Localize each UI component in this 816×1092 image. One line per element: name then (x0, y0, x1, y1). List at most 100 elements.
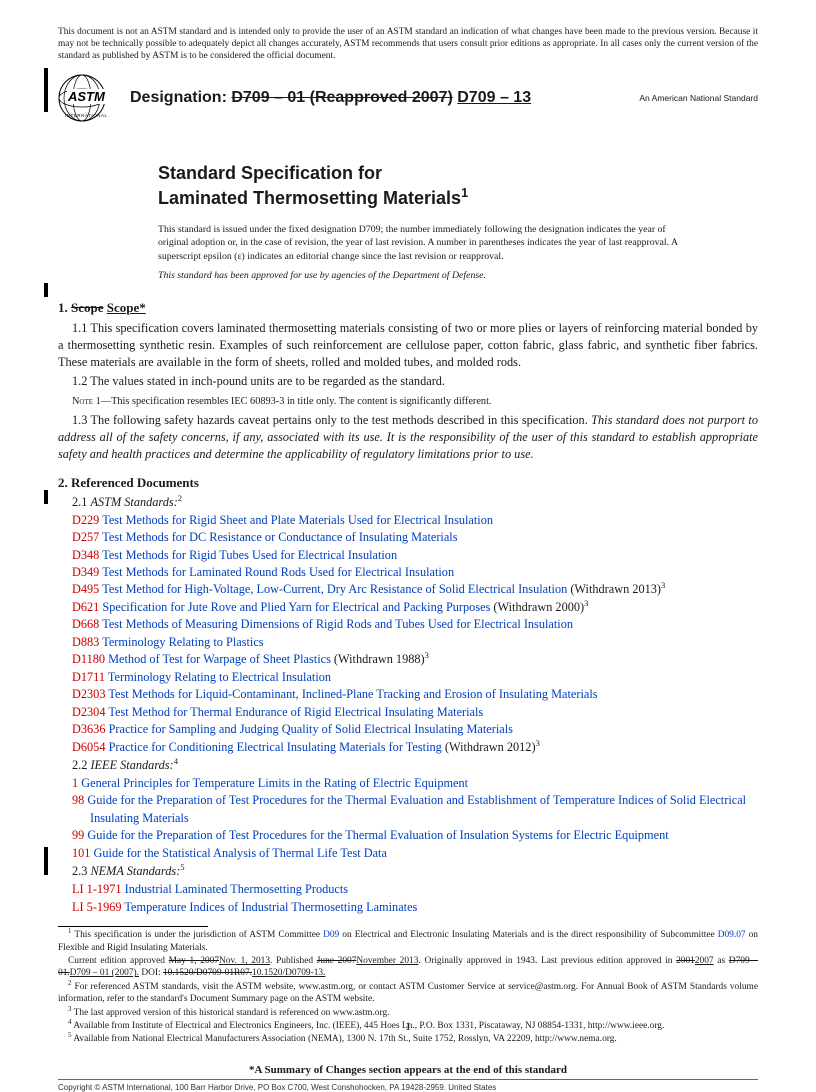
section-scope: 1. Scope Scope* 1.1 This specification c… (58, 300, 758, 463)
ref-item[interactable]: D1180 Method of Test for Warpage of Shee… (58, 651, 758, 668)
ref-id: D495 (72, 582, 99, 596)
ref-id: LI 1-1971 (72, 882, 122, 896)
refdocs-heading: 2. Referenced Documents (58, 475, 758, 491)
designation-new: D709 – 13 (457, 89, 531, 106)
title-block: Standard Specification for Laminated The… (158, 162, 718, 282)
ans-label: An American National Standard (639, 93, 758, 103)
footnote-1b: Current edition approved May 1, 2007Nov.… (58, 955, 758, 980)
ref-title: Guide for the Preparation of Test Proced… (87, 793, 746, 824)
ref-id: D257 (72, 530, 99, 544)
ref-id: LI 5-1969 (72, 900, 122, 914)
ref-item[interactable]: D621 Specification for Jute Rove and Pli… (58, 599, 758, 616)
change-bar (44, 283, 48, 297)
ref-title: Terminology Relating to Electrical Insul… (108, 670, 331, 684)
ref-item[interactable]: D348 Test Methods for Rigid Tubes Used f… (58, 547, 758, 564)
footnote-rule (58, 926, 208, 927)
ref-item[interactable]: D257 Test Methods for DC Resistance or C… (58, 529, 758, 546)
ref-item[interactable]: D2303 Test Methods for Liquid-Contaminan… (58, 686, 758, 703)
designation-old: D709 – 01 (Reapproved 2007) (231, 89, 452, 106)
ref-item[interactable]: D229 Test Methods for Rigid Sheet and Pl… (58, 512, 758, 529)
ref-id: 99 (72, 828, 84, 842)
ref-item[interactable]: D883 Terminology Relating to Plastics (58, 634, 758, 651)
ref-id: 1 (72, 776, 78, 790)
ref-item[interactable]: 1 General Principles for Temperature Lim… (58, 775, 758, 792)
astm-ref-list: D229 Test Methods for Rigid Sheet and Pl… (58, 512, 758, 756)
astm-standards-head: 2.1 ASTM Standards:2 (58, 495, 758, 510)
ref-item[interactable]: D6054 Practice for Conditioning Electric… (58, 739, 758, 756)
ref-title: Terminology Relating to Plastics (102, 635, 263, 649)
ref-id: D6054 (72, 740, 105, 754)
change-bar (44, 847, 48, 875)
ref-item[interactable]: D495 Test Method for High-Voltage, Low-C… (58, 581, 758, 598)
ref-id: D621 (72, 600, 99, 614)
ref-item[interactable]: D349 Test Methods for Laminated Round Ro… (58, 564, 758, 581)
change-bar (44, 68, 48, 112)
designation: Designation: D709 – 01 (Reapproved 2007)… (130, 89, 627, 107)
ref-id: D1180 (72, 652, 105, 666)
ref-id: 101 (72, 846, 90, 860)
disclaimer-text: This document is not an ASTM standard an… (58, 26, 758, 62)
ref-title: Industrial Laminated Thermosetting Produ… (125, 882, 348, 896)
summary-note: *A Summary of Changes section appears at… (58, 1064, 758, 1076)
ref-item[interactable]: 101 Guide for the Statistical Analysis o… (58, 845, 758, 862)
para-1-3: 1.3 The following safety hazards caveat … (58, 412, 758, 463)
header-row: ASTM INTERNATIONAL Designation: D709 – 0… (58, 74, 758, 122)
ref-title: Test Methods for Rigid Tubes Used for El… (102, 548, 397, 562)
ref-id: D229 (72, 513, 99, 527)
page-number: 1 (0, 1019, 816, 1034)
ref-title: Practice for Conditioning Electrical Ins… (109, 740, 442, 754)
footnote-1: 1 This specification is under the jurisd… (58, 929, 758, 954)
ref-item[interactable]: LI 1-1971 Industrial Laminated Thermoset… (58, 881, 758, 898)
ref-title: Method of Test for Warpage of Sheet Plas… (108, 652, 331, 666)
ref-title: Test Methods for DC Resistance or Conduc… (102, 530, 457, 544)
withdrawn-note: (Withdrawn 2012) (442, 740, 536, 754)
withdrawn-note: (Withdrawn 2000) (490, 600, 584, 614)
footnote-2: 2 For referenced ASTM standards, visit t… (58, 981, 758, 1006)
ref-title: Test Method for High-Voltage, Low-Curren… (102, 582, 567, 596)
ref-title: Test Methods for Liquid-Contaminant, Inc… (108, 687, 597, 701)
ref-id: D3636 (72, 722, 105, 736)
ref-id: D2304 (72, 705, 105, 719)
ref-item[interactable]: D1711 Terminology Relating to Electrical… (58, 669, 758, 686)
note-1: Note 1—This specification resembles IEC … (58, 395, 758, 409)
nema-ref-list: LI 1-1971 Industrial Laminated Thermoset… (58, 881, 758, 916)
ref-id: D348 (72, 548, 99, 562)
title-line2: Laminated Thermosetting Materials1 (158, 187, 718, 210)
ref-id: D883 (72, 635, 99, 649)
withdrawn-note: (Withdrawn 1988) (331, 652, 425, 666)
para-1-2: 1.2 The values stated in inch-pound unit… (58, 373, 758, 390)
svg-text:ASTM: ASTM (67, 89, 106, 104)
title-note-1: This standard is issued under the fixed … (158, 223, 688, 263)
ref-title: Specification for Jute Rove and Plied Ya… (102, 600, 490, 614)
ref-id: D349 (72, 565, 99, 579)
ref-title: Guide for the Statistical Analysis of Th… (94, 846, 387, 860)
ref-title: Test Method for Thermal Endurance of Rig… (108, 705, 483, 719)
ref-title: Temperature Indices of Industrial Thermo… (124, 900, 417, 914)
ref-title: General Principles for Temperature Limit… (81, 776, 468, 790)
ref-id: D668 (72, 617, 99, 631)
para-1-1: 1.1 This specification covers laminated … (58, 320, 758, 371)
title-line1: Standard Specification for (158, 162, 718, 185)
ref-item[interactable]: 99 Guide for the Preparation of Test Pro… (58, 827, 758, 844)
ref-item[interactable]: D668 Test Methods of Measuring Dimension… (58, 616, 758, 633)
ref-item[interactable]: D2304 Test Method for Thermal Endurance … (58, 704, 758, 721)
footnote-5: 5 Available from National Electrical Man… (58, 1033, 758, 1045)
title-note-2: This standard has been approved for use … (158, 269, 688, 282)
ref-title: Guide for the Preparation of Test Proced… (87, 828, 668, 842)
ref-id: D1711 (72, 670, 105, 684)
ref-title: Test Methods of Measuring Dimensions of … (102, 617, 573, 631)
footnote-3: 3 The last approved version of this hist… (58, 1007, 758, 1019)
withdrawn-note: (Withdrawn 2013) (567, 582, 661, 596)
section-refdocs: 2. Referenced Documents 2.1 ASTM Standar… (58, 475, 758, 917)
ref-title: Test Methods for Rigid Sheet and Plate M… (102, 513, 493, 527)
ref-item[interactable]: D3636 Practice for Sampling and Judging … (58, 721, 758, 738)
ref-title: Practice for Sampling and Judging Qualit… (109, 722, 513, 736)
change-bar (44, 490, 48, 504)
nema-standards-head: 2.3 NEMA Standards:5 (58, 864, 758, 879)
ref-item[interactable]: LI 5-1969 Temperature Indices of Industr… (58, 899, 758, 916)
title-note: This standard is issued under the fixed … (158, 223, 718, 282)
ref-id: D2303 (72, 687, 105, 701)
ref-item[interactable]: 98 Guide for the Preparation of Test Pro… (58, 792, 758, 827)
ieee-standards-head: 2.2 IEEE Standards:4 (58, 758, 758, 773)
ieee-ref-list: 1 General Principles for Temperature Lim… (58, 775, 758, 862)
